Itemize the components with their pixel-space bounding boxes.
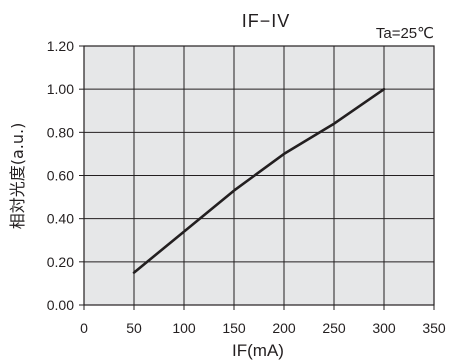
x-tick-label: 0 — [80, 320, 88, 336]
x-axis-label: IF(mA) — [232, 341, 284, 360]
x-tick-label: 200 — [272, 320, 296, 336]
y-tick-label: 0.20 — [47, 254, 74, 270]
condition-label: Ta=25℃ — [376, 25, 434, 42]
x-tick-label: 250 — [322, 320, 346, 336]
x-tick-label: 150 — [222, 320, 246, 336]
axis-ticks: 0 50 100 150 200 250 300 350 0.00 0.20 0.40 0.60 0.8… — [47, 38, 446, 336]
y-tick-label: 1.20 — [47, 38, 74, 54]
y-tick-label: 1.00 — [47, 81, 74, 97]
grid — [84, 46, 434, 305]
x-tick-label: 100 — [172, 320, 196, 336]
plot-frame — [83, 45, 435, 306]
y-tick-label: 0.80 — [47, 124, 74, 140]
x-tick-label: 350 — [422, 320, 446, 336]
y-axis-label: 相対光度(a.u.) — [8, 123, 27, 230]
y-tick-label: 0.00 — [47, 297, 74, 313]
chart-title: IF−IV — [242, 11, 291, 31]
y-tick-label: 0.60 — [47, 168, 74, 184]
x-tick-label: 50 — [126, 320, 142, 336]
x-tick-label: 300 — [372, 320, 396, 336]
series-line — [132, 87, 386, 274]
series-layer — [132, 87, 386, 274]
y-tick-label: 0.40 — [47, 211, 74, 227]
